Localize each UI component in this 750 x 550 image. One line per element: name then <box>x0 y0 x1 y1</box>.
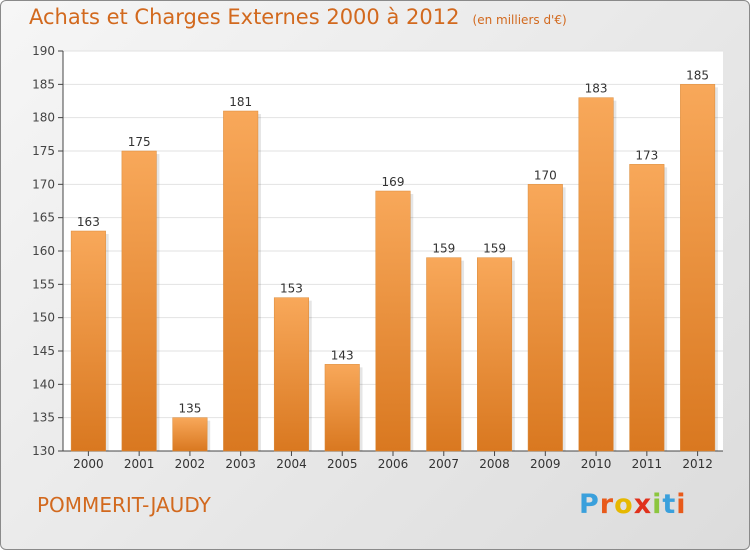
label-layer: 163 175 135 181 153 143 169 159 159 170 183 173 185 <box>77 68 709 415</box>
brand-letter: o <box>614 489 634 520</box>
brand-letter: t <box>662 489 677 520</box>
bar-2003 <box>223 110 259 452</box>
y-tick-label: 185 <box>32 77 55 91</box>
x-tick-label: 2002 <box>175 457 206 471</box>
bar-2010 <box>578 97 614 452</box>
x-tick-label: 2008 <box>479 457 510 471</box>
data-label: 170 <box>534 168 557 182</box>
bar-2006 <box>375 190 411 452</box>
axis-layer: 130 135 140 145 150 155 160 165 170 175 180 185 190 2… <box>32 44 723 471</box>
bar-2004 <box>273 297 309 452</box>
chart-subtitle: (en milliers d'€) <box>472 13 567 27</box>
data-label: 183 <box>585 82 608 96</box>
x-tick-label: 2000 <box>73 457 104 471</box>
y-tick-label: 165 <box>32 211 55 225</box>
brand-logo: Proxiti <box>579 489 687 520</box>
brand-letter: i <box>676 489 687 520</box>
brand-letter: x <box>633 489 653 520</box>
x-tick-label: 2012 <box>682 457 713 471</box>
commune-name: POMMERIT-JAUDY <box>37 493 211 517</box>
y-tick-label: 170 <box>32 177 55 191</box>
bar-2007 <box>426 257 462 452</box>
y-tick-label: 155 <box>32 277 55 291</box>
y-tick-label: 135 <box>32 411 55 425</box>
chart-title: Achats et Charges Externes 2000 à 2012 <box>29 5 460 29</box>
data-label: 175 <box>128 135 151 149</box>
data-label: 173 <box>635 148 658 162</box>
data-label: 169 <box>382 175 405 189</box>
x-tick-label: 2001 <box>124 457 155 471</box>
brand-letter: r <box>599 489 615 520</box>
y-tick-label: 145 <box>32 344 55 358</box>
data-label: 159 <box>432 242 455 256</box>
data-label: 135 <box>178 402 201 416</box>
data-label: 153 <box>280 282 303 296</box>
bar-2001 <box>121 150 157 452</box>
bar-2012 <box>680 84 716 452</box>
y-tick-label: 130 <box>32 444 55 458</box>
x-tick-label: 2010 <box>581 457 612 471</box>
data-label: 143 <box>331 348 354 362</box>
bar-2002 <box>172 417 208 452</box>
bar-2011 <box>629 164 665 452</box>
x-tick-label: 2006 <box>378 457 409 471</box>
y-tick-label: 150 <box>32 311 55 325</box>
data-label: 163 <box>77 215 100 229</box>
data-label: 185 <box>686 68 709 82</box>
bar-2009 <box>527 184 563 452</box>
x-tick-label: 2004 <box>276 457 307 471</box>
data-label: 159 <box>483 242 506 256</box>
bar-2005 <box>324 364 360 452</box>
bar-layer <box>70 84 718 452</box>
x-tick-label: 2009 <box>530 457 561 471</box>
y-tick-label: 140 <box>32 377 55 391</box>
y-tick-label: 175 <box>32 144 55 158</box>
y-tick-label: 190 <box>32 44 55 58</box>
brand-letter: P <box>579 489 600 520</box>
data-label: 181 <box>229 95 252 109</box>
y-tick-label: 180 <box>32 111 55 125</box>
title-block: Achats et Charges Externes 2000 à 2012 (… <box>29 5 567 29</box>
y-tick-label: 160 <box>32 244 55 258</box>
x-tick-label: 2005 <box>327 457 358 471</box>
bar-2008 <box>477 257 513 452</box>
bar-2000 <box>70 230 106 452</box>
x-tick-label: 2007 <box>428 457 459 471</box>
x-tick-label: 2011 <box>632 457 663 471</box>
brand-letter: i <box>652 489 663 520</box>
x-tick-label: 2003 <box>225 457 256 471</box>
